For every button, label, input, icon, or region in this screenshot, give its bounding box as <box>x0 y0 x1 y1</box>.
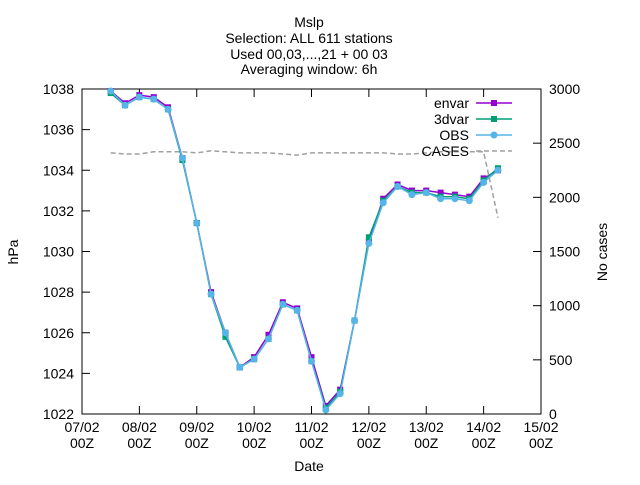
title-line-2: Selection: ALL 611 stations <box>225 30 392 46</box>
x-tick-label-time: 00Z <box>127 435 152 451</box>
plot-frame <box>81 88 542 415</box>
legend-swatch-marker <box>490 131 498 139</box>
y-axis-label: hPa <box>5 239 21 264</box>
data-point-obs <box>150 95 158 103</box>
series-line-cases <box>110 150 499 219</box>
data-point-obs <box>236 363 244 371</box>
data-point-obs <box>494 166 502 174</box>
y-tick-label: 1028 <box>43 284 74 300</box>
title-line-1: Mslp <box>294 14 324 30</box>
data-point-obs <box>250 355 258 363</box>
y2-tick-label: 1000 <box>549 298 580 314</box>
x-tick-label-time: 00Z <box>357 435 382 451</box>
x-tick-label: 13/02 <box>409 419 444 435</box>
x-tick-label: 09/02 <box>179 419 214 435</box>
x-axis-label: Date <box>294 458 324 474</box>
data-point-obs <box>308 357 315 365</box>
data-point-envar <box>265 331 272 338</box>
y-tick-label: 1030 <box>43 244 74 260</box>
legend-swatch-marker <box>491 100 497 106</box>
x-tick-label: 11/02 <box>295 419 329 435</box>
data-point-obs <box>336 390 344 398</box>
y-tick-label: 1034 <box>43 162 74 178</box>
x-tick-label: 14/02 <box>466 419 501 435</box>
data-point-obs <box>264 335 272 343</box>
y2-tick-label: 3000 <box>549 81 580 97</box>
x-tick-label-time: 00Z <box>242 435 267 451</box>
y2-tick-label: 2000 <box>549 189 580 205</box>
title-line-3: Used 00,03,...,21 + 00 03 <box>230 46 388 62</box>
legend-label: envar <box>434 95 469 111</box>
data-point-obs <box>207 290 215 298</box>
legend-label: 3dvar <box>434 111 469 127</box>
y2-tick-label: 1500 <box>549 244 580 260</box>
y2-tick-label: 0 <box>549 406 557 422</box>
data-point-obs <box>394 183 402 190</box>
legend-label: OBS <box>439 127 469 143</box>
data-point-obs <box>164 105 172 113</box>
y2-tick-label: 500 <box>549 352 573 368</box>
data-point-obs <box>451 195 459 203</box>
data-point-obs <box>465 197 473 205</box>
y2-axis-label: No cases <box>594 223 610 281</box>
data-point-obs <box>379 199 387 207</box>
data-point-obs <box>279 300 287 308</box>
y2-tick-label: 2500 <box>549 135 580 151</box>
data-point-3dvar <box>222 333 229 340</box>
data-point-obs <box>221 329 229 337</box>
x-tick-label: 12/02 <box>351 419 386 435</box>
chart-title: Mslp Selection: ALL 611 stations Used 00… <box>225 14 392 77</box>
data-point-obs <box>121 101 129 109</box>
data-point-obs <box>135 93 143 101</box>
data-point-obs <box>351 317 359 325</box>
data-point-obs <box>408 191 416 199</box>
x-tick-label: 15/02 <box>523 419 558 435</box>
x-tick-label-time: 00Z <box>472 435 497 451</box>
x-tick-label: 08/02 <box>122 419 157 435</box>
x-tick-label-time: 00Z <box>70 435 95 451</box>
data-point-obs <box>365 239 373 247</box>
data-point-obs <box>480 178 488 186</box>
data-point-envar <box>437 189 444 196</box>
data-point-obs <box>293 306 301 314</box>
y-tick-label: 1026 <box>43 325 74 341</box>
legend-label: CASES <box>422 143 469 159</box>
series-layer <box>107 87 502 414</box>
legend-swatch-marker <box>491 116 497 122</box>
series-line-obs <box>110 90 499 412</box>
data-point-obs <box>322 406 330 414</box>
data-point-obs <box>422 189 430 197</box>
axes: 1022 1024 1026 1028 1030 1032 1034 1036 1038 0 500… <box>43 81 581 451</box>
data-point-obs <box>107 87 115 95</box>
y-tick-label: 1038 <box>43 81 74 97</box>
data-point-envar <box>308 354 315 361</box>
x-tick-label: 07/02 <box>64 419 99 435</box>
x-tick-label-time: 00Z <box>529 435 554 451</box>
data-point-obs <box>437 195 445 203</box>
x-tick-label-time: 00Z <box>414 435 439 451</box>
y-tick-label: 1036 <box>43 122 74 138</box>
x-tick-label: 10/02 <box>237 419 272 435</box>
data-point-3dvar <box>365 234 372 241</box>
y-tick-label: 1022 <box>43 406 74 422</box>
x-tick-label-time: 00Z <box>299 435 324 451</box>
y-tick-label: 1024 <box>43 365 74 381</box>
title-line-4: Averaging window: 6h <box>241 61 378 77</box>
data-point-obs <box>193 219 201 227</box>
x-tick-label-time: 00Z <box>185 435 210 451</box>
y-tick-label: 1032 <box>43 203 74 219</box>
data-point-obs <box>178 154 186 162</box>
